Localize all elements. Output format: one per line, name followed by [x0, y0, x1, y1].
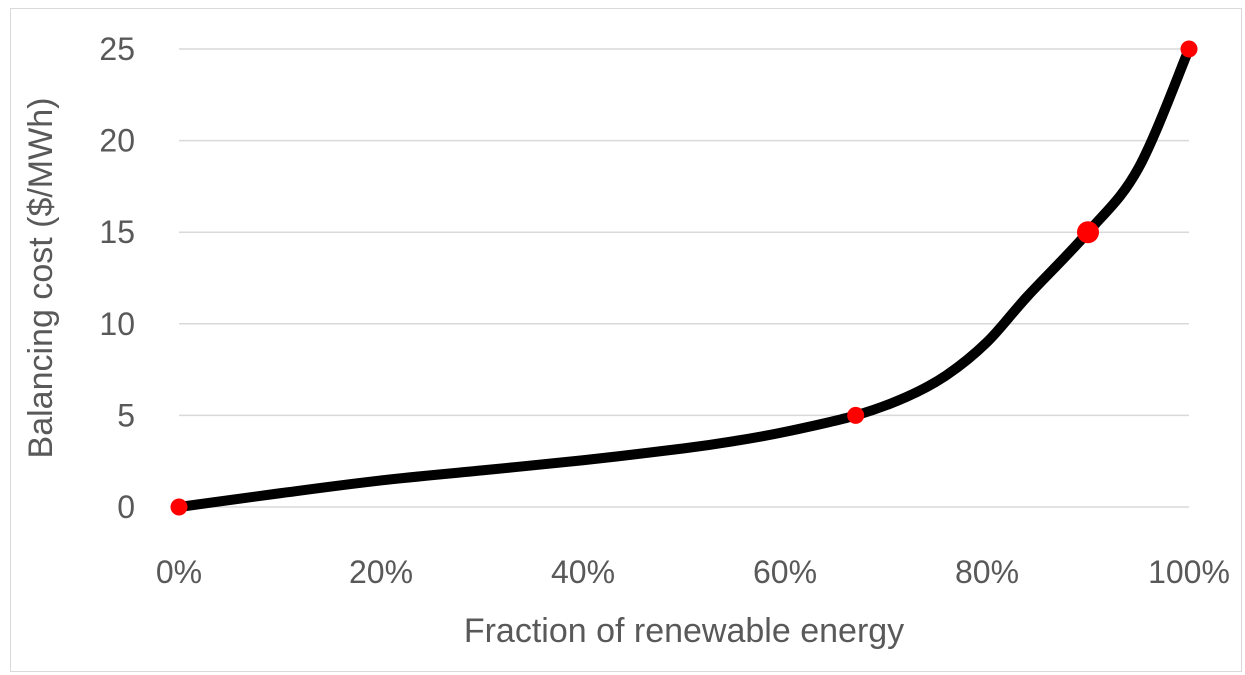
x-tick-label: 40% — [551, 554, 615, 590]
data-marker — [1077, 221, 1099, 244]
y-tick-label: 15 — [99, 214, 135, 250]
series-line — [174, 44, 1194, 512]
data-markers — [170, 40, 1198, 516]
gridlines — [179, 48, 1189, 508]
x-tick-label: 100% — [1148, 554, 1230, 590]
chart-frame — [10, 8, 1242, 672]
y-tick-label: 10 — [99, 306, 135, 342]
x-tick-label: 60% — [753, 554, 817, 590]
y-tick-label: 0 — [117, 489, 135, 525]
x-tick-label: 0% — [156, 554, 202, 590]
x-axis-title: Fraction of renewable energy — [464, 612, 904, 650]
x-tick-label: 20% — [349, 554, 413, 590]
y-tick-label: 25 — [99, 31, 135, 67]
x-tick-label: 80% — [955, 554, 1019, 590]
y-axis-title: Balancing cost ($/MWh) — [22, 98, 60, 459]
y-tick-label: 20 — [99, 123, 135, 159]
y-tick-label: 5 — [117, 397, 135, 433]
data-marker — [847, 406, 865, 424]
data-marker — [170, 498, 188, 516]
data-marker — [1180, 40, 1198, 58]
tick-labels: 0 5 10 15 20 25 0% 20% 40% 60% 80% 100% — [99, 31, 1230, 590]
